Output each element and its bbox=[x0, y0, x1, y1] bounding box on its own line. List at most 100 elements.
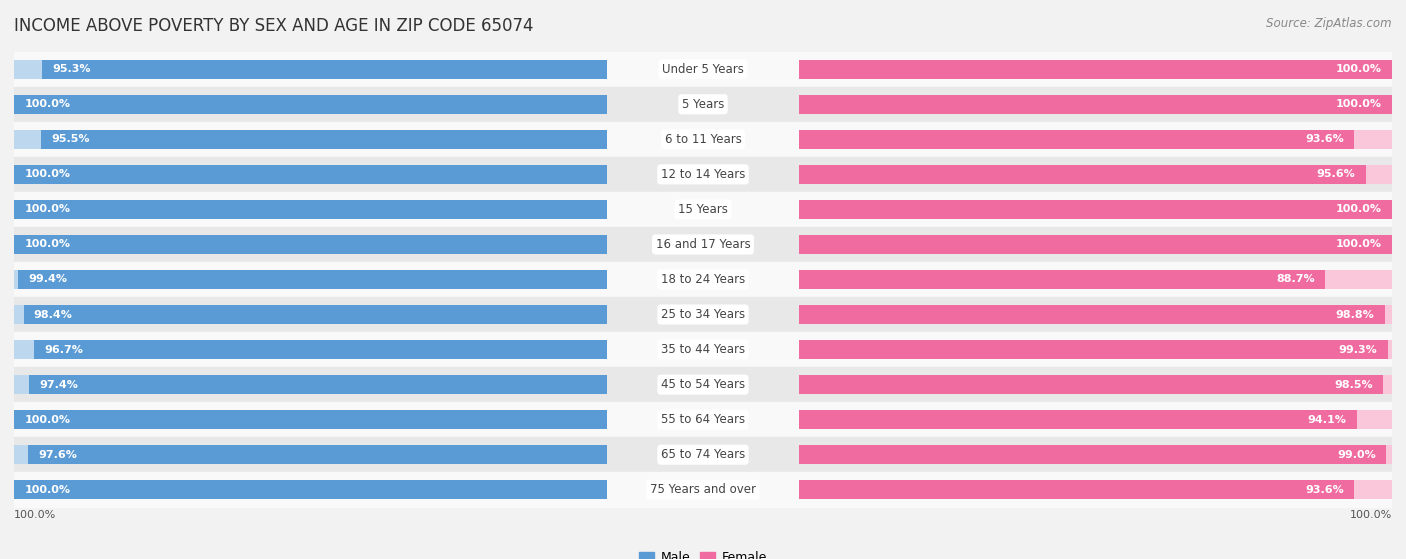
Bar bbox=[800, 60, 1392, 79]
Text: 95.3%: 95.3% bbox=[52, 64, 91, 74]
Bar bbox=[800, 200, 1392, 219]
Text: 45 to 54 Years: 45 to 54 Years bbox=[661, 378, 745, 391]
Bar bbox=[800, 480, 1392, 499]
Text: 97.4%: 97.4% bbox=[39, 380, 79, 390]
Text: 6 to 11 Years: 6 to 11 Years bbox=[665, 133, 741, 146]
Bar bbox=[18, 270, 606, 289]
Bar bbox=[14, 332, 1392, 367]
Bar bbox=[28, 445, 606, 465]
Bar bbox=[800, 60, 1392, 79]
Bar bbox=[800, 445, 1392, 465]
Bar bbox=[800, 94, 1392, 114]
Bar bbox=[14, 60, 606, 79]
Bar bbox=[14, 200, 606, 219]
Bar bbox=[14, 94, 606, 114]
Text: 93.6%: 93.6% bbox=[1305, 134, 1344, 144]
Text: 94.1%: 94.1% bbox=[1308, 415, 1347, 425]
Bar bbox=[14, 94, 606, 114]
Bar bbox=[14, 270, 606, 289]
Legend: Male, Female: Male, Female bbox=[634, 546, 772, 559]
Bar bbox=[800, 410, 1392, 429]
Text: 100.0%: 100.0% bbox=[24, 239, 70, 249]
Bar bbox=[800, 235, 1392, 254]
Bar bbox=[14, 297, 1392, 332]
Bar bbox=[14, 410, 606, 429]
Text: 100.0%: 100.0% bbox=[24, 100, 70, 110]
Text: INCOME ABOVE POVERTY BY SEX AND AGE IN ZIP CODE 65074: INCOME ABOVE POVERTY BY SEX AND AGE IN Z… bbox=[14, 17, 533, 35]
Bar bbox=[800, 130, 1392, 149]
Bar bbox=[14, 52, 1392, 87]
Bar bbox=[800, 165, 1365, 184]
Text: 99.0%: 99.0% bbox=[1337, 449, 1375, 459]
Text: 100.0%: 100.0% bbox=[1336, 100, 1382, 110]
Bar bbox=[800, 375, 1392, 394]
Bar bbox=[24, 305, 606, 324]
Text: 25 to 34 Years: 25 to 34 Years bbox=[661, 308, 745, 321]
Text: 12 to 14 Years: 12 to 14 Years bbox=[661, 168, 745, 181]
Bar bbox=[14, 480, 606, 499]
Text: 100.0%: 100.0% bbox=[24, 205, 70, 215]
Bar bbox=[800, 375, 1384, 394]
Bar bbox=[800, 270, 1392, 289]
Bar bbox=[34, 340, 606, 359]
Text: 98.5%: 98.5% bbox=[1334, 380, 1372, 390]
Text: 100.0%: 100.0% bbox=[1350, 510, 1392, 520]
Text: 100.0%: 100.0% bbox=[1336, 64, 1382, 74]
Bar bbox=[14, 375, 606, 394]
Bar bbox=[14, 410, 606, 429]
Bar bbox=[14, 445, 606, 465]
Text: 99.3%: 99.3% bbox=[1339, 344, 1378, 354]
Bar bbox=[800, 305, 1385, 324]
Bar bbox=[800, 200, 1392, 219]
Bar bbox=[42, 60, 606, 79]
Bar bbox=[800, 235, 1392, 254]
Text: 95.5%: 95.5% bbox=[51, 134, 90, 144]
Bar bbox=[800, 94, 1392, 114]
Text: 65 to 74 Years: 65 to 74 Years bbox=[661, 448, 745, 461]
Bar bbox=[14, 235, 606, 254]
Bar bbox=[14, 262, 1392, 297]
Bar bbox=[14, 340, 606, 359]
Text: 88.7%: 88.7% bbox=[1277, 274, 1315, 285]
Text: 97.6%: 97.6% bbox=[38, 449, 77, 459]
Text: 96.7%: 96.7% bbox=[44, 344, 83, 354]
Bar bbox=[800, 480, 1354, 499]
Bar bbox=[14, 200, 606, 219]
Bar bbox=[800, 410, 1357, 429]
Text: 100.0%: 100.0% bbox=[24, 485, 70, 495]
Bar bbox=[14, 122, 1392, 157]
Bar bbox=[14, 157, 1392, 192]
Bar bbox=[14, 402, 1392, 437]
Bar bbox=[14, 165, 606, 184]
Text: 16 and 17 Years: 16 and 17 Years bbox=[655, 238, 751, 251]
Bar bbox=[30, 375, 606, 394]
Bar bbox=[800, 340, 1388, 359]
Text: 15 Years: 15 Years bbox=[678, 203, 728, 216]
Bar bbox=[14, 305, 606, 324]
Text: 93.6%: 93.6% bbox=[1305, 485, 1344, 495]
Bar bbox=[14, 235, 606, 254]
Text: Source: ZipAtlas.com: Source: ZipAtlas.com bbox=[1267, 17, 1392, 30]
Bar bbox=[14, 192, 1392, 227]
Bar bbox=[800, 270, 1324, 289]
Bar bbox=[800, 130, 1354, 149]
Bar bbox=[14, 87, 1392, 122]
Text: 100.0%: 100.0% bbox=[24, 415, 70, 425]
Bar bbox=[800, 340, 1392, 359]
Text: 5 Years: 5 Years bbox=[682, 98, 724, 111]
Text: 98.8%: 98.8% bbox=[1336, 310, 1375, 320]
Text: 35 to 44 Years: 35 to 44 Years bbox=[661, 343, 745, 356]
Bar bbox=[800, 305, 1392, 324]
Text: 99.4%: 99.4% bbox=[28, 274, 67, 285]
Text: 100.0%: 100.0% bbox=[1336, 239, 1382, 249]
Bar bbox=[41, 130, 606, 149]
Bar bbox=[800, 445, 1386, 465]
Bar bbox=[14, 367, 1392, 402]
Bar bbox=[14, 130, 606, 149]
Bar bbox=[14, 227, 1392, 262]
Text: 75 Years and over: 75 Years and over bbox=[650, 483, 756, 496]
Bar bbox=[14, 480, 606, 499]
Text: 98.4%: 98.4% bbox=[34, 310, 73, 320]
Text: 18 to 24 Years: 18 to 24 Years bbox=[661, 273, 745, 286]
Text: 100.0%: 100.0% bbox=[24, 169, 70, 179]
